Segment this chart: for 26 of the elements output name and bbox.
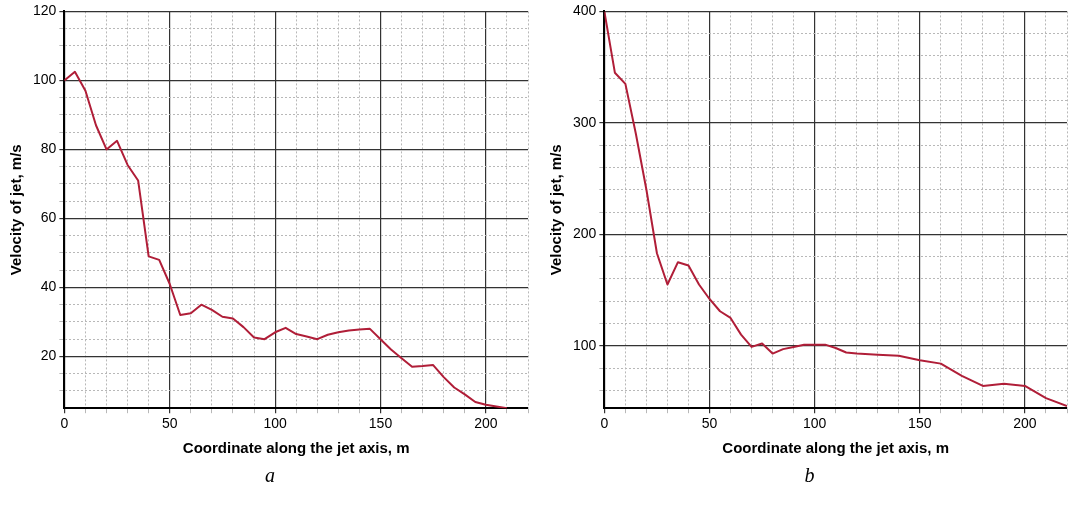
x-tick-label: 100 [802, 415, 827, 432]
y-axis-title: Velocity of jet, m/s [7, 144, 25, 276]
y-tick-label: 120 [33, 2, 57, 19]
y-tick-label: 200 [573, 225, 597, 242]
x-axis-title: Coordinate along the jet axis, m [722, 439, 950, 457]
text: b [804, 463, 815, 488]
y-tick-label: 40 [40, 278, 57, 295]
y-tick-label: 20 [40, 347, 57, 364]
y-tick-label: 400 [573, 2, 597, 19]
y-tick-label: 300 [573, 113, 597, 130]
x-tick-label: 200 [1013, 415, 1037, 432]
x-tick-label: 150 [908, 415, 932, 432]
x-tick-label: 50 [701, 415, 718, 432]
x-tick-label: 0 [600, 415, 609, 432]
x-tick-label: 150 [368, 415, 393, 432]
x-axis-title: Coordinate along the jet axis, m [182, 439, 410, 457]
y-tick-label: 100 [33, 71, 57, 88]
x-tick-label: 50 [161, 415, 178, 432]
x-tick-label: 100 [263, 415, 287, 432]
text: a [265, 463, 275, 488]
x-tick-label: 0 [60, 415, 69, 432]
y-tick-label: 60 [40, 209, 57, 226]
y-axis-title: Velocity of jet, m/s [547, 144, 565, 276]
x-tick-label: 200 [474, 415, 498, 432]
y-tick-label: 80 [40, 140, 57, 157]
y-tick-label: 100 [573, 336, 597, 353]
